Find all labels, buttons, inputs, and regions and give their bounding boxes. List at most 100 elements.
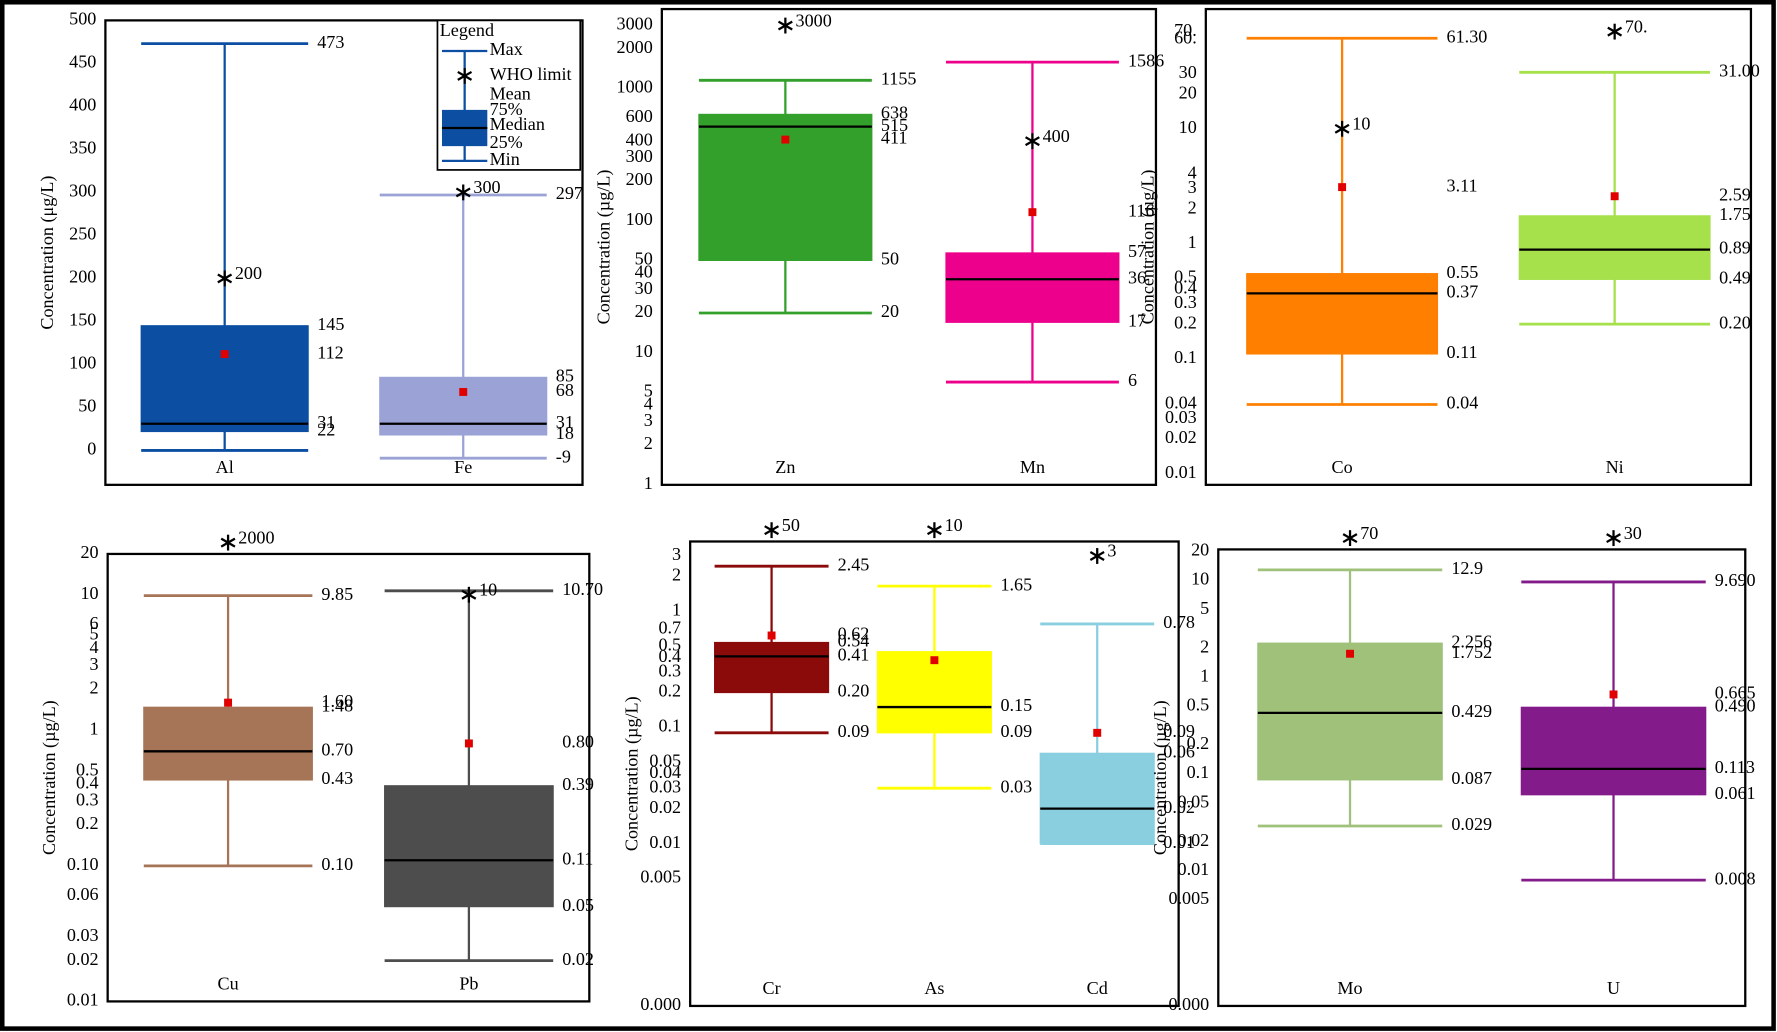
category-label: Al <box>216 457 234 477</box>
star-stroke <box>1606 533 1621 544</box>
category-label: Pb <box>459 974 478 994</box>
who-label: 50 <box>782 515 800 535</box>
value-label: 0.02 <box>562 949 594 969</box>
category-label: Fe <box>454 457 472 477</box>
value-label: 0.09 <box>1163 721 1195 741</box>
value-label: 0.04 <box>1447 393 1479 413</box>
value-label: 0.62 <box>838 624 870 644</box>
y-tick-label: 0.5 <box>658 635 681 655</box>
who-label: 2000 <box>238 527 274 547</box>
y-tick-label: 100 <box>626 209 653 229</box>
who-marker <box>1342 530 1358 547</box>
y-tick-label: 2 <box>1188 197 1197 217</box>
y-tick-label: 0.000 <box>1168 994 1209 1014</box>
y-tick-label: 450 <box>69 52 96 72</box>
value-label: 0.490 <box>1715 695 1756 715</box>
y-tick-label: 5 <box>90 624 99 644</box>
value-label: 0.09 <box>838 721 870 741</box>
y-axis-label: Concentration (μg/L) <box>37 176 58 330</box>
y-tick-label: 0.005 <box>1168 888 1209 908</box>
who-marker <box>764 522 780 539</box>
y-tick-label: 2 <box>90 678 99 698</box>
legend-item: 75% <box>490 99 523 119</box>
category-label: Ni <box>1606 457 1624 477</box>
y-tick-label: 50 <box>635 249 653 269</box>
y-tick-label: 1 <box>1200 665 1209 685</box>
value-label: 0.78 <box>1163 612 1195 632</box>
y-tick-label: 3 <box>644 410 653 430</box>
y-tick-label: 400 <box>626 129 653 149</box>
value-label: 0.11 <box>562 848 593 868</box>
value-label: 0.20 <box>838 681 870 701</box>
y-tick-label: 0 <box>87 439 96 459</box>
star-stroke <box>220 537 236 548</box>
value-label: 1155 <box>881 68 917 88</box>
value-label: 0.665 <box>1715 683 1756 703</box>
value-label: -9 <box>556 446 571 466</box>
value-label: 2.256 <box>1451 631 1492 651</box>
legend-item: Max <box>490 39 523 59</box>
y-tick-label: 0.05 <box>649 751 681 771</box>
box <box>1039 752 1155 845</box>
mean-marker <box>1609 690 1618 699</box>
star-stroke <box>926 525 942 536</box>
value-label: 50 <box>881 249 899 269</box>
value-label: 1.65 <box>1000 574 1032 594</box>
y-tick-label: 250 <box>69 224 96 244</box>
value-label: 9.690 <box>1715 570 1756 590</box>
value-label: 0.70 <box>321 739 353 759</box>
y-tick-label: 1 <box>644 473 653 493</box>
value-label: 68 <box>556 380 574 400</box>
y-tick-label: 4 <box>90 637 99 657</box>
value-label: 515 <box>881 115 908 135</box>
y-tick-label: 600 <box>626 106 653 126</box>
value-label: 1.48 <box>321 695 353 715</box>
value-label: 411 <box>881 128 908 148</box>
y-tick-label: 70. <box>1174 20 1197 40</box>
value-label: 61.30 <box>1447 26 1488 46</box>
value-label: 31.00 <box>1719 60 1760 80</box>
value-label: 473 <box>317 32 344 52</box>
value-label: 10.70 <box>562 579 603 599</box>
y-tick-label: 0.03 <box>67 925 99 945</box>
who-label: 300 <box>473 177 500 197</box>
y-tick-label: 3 <box>90 654 99 674</box>
category-label: Co <box>1332 457 1353 477</box>
box <box>876 651 992 734</box>
value-label: 2.59 <box>1719 184 1751 204</box>
y-axis-label: Concentration (µg/L) <box>622 696 643 851</box>
who-marker <box>1089 548 1105 564</box>
y-tick-label: 0.03 <box>649 776 681 796</box>
star-stroke <box>461 589 477 600</box>
category-label: Cr <box>763 978 781 998</box>
mean-marker <box>1093 728 1102 737</box>
y-tick-label: 0.4 <box>658 646 681 666</box>
value-label: 0.49 <box>1719 268 1751 288</box>
box <box>714 641 830 694</box>
y-tick-label: 0.5 <box>1187 695 1210 715</box>
y-tick-label: 0.06 <box>67 884 99 904</box>
category-label: Cu <box>218 974 239 994</box>
y-tick-label: 2 <box>644 433 653 453</box>
legend-item: Mean <box>490 83 531 103</box>
y-tick-label: 0.02 <box>1178 830 1210 850</box>
mean-marker <box>1028 208 1037 217</box>
y-tick-label: 400 <box>69 95 96 115</box>
who-marker <box>455 184 471 201</box>
star-stroke <box>1024 136 1040 147</box>
category-label: Cd <box>1087 978 1108 998</box>
value-label: 1586 <box>1128 50 1164 70</box>
panel-frame <box>104 19 584 486</box>
who-label: 10 <box>1352 114 1370 134</box>
y-tick-label: 10 <box>80 583 98 603</box>
mean-marker <box>767 631 776 640</box>
value-label: 2.45 <box>838 554 870 574</box>
value-label: 0.429 <box>1451 701 1492 721</box>
mean-marker <box>1346 649 1354 658</box>
value-label: 0.10 <box>321 854 353 874</box>
y-tick-label: 200 <box>626 169 653 189</box>
y-tick-label: 0.1 <box>1187 762 1210 782</box>
y-tick-label: 6 <box>90 613 99 633</box>
y-tick-label: 0.7 <box>658 618 681 638</box>
